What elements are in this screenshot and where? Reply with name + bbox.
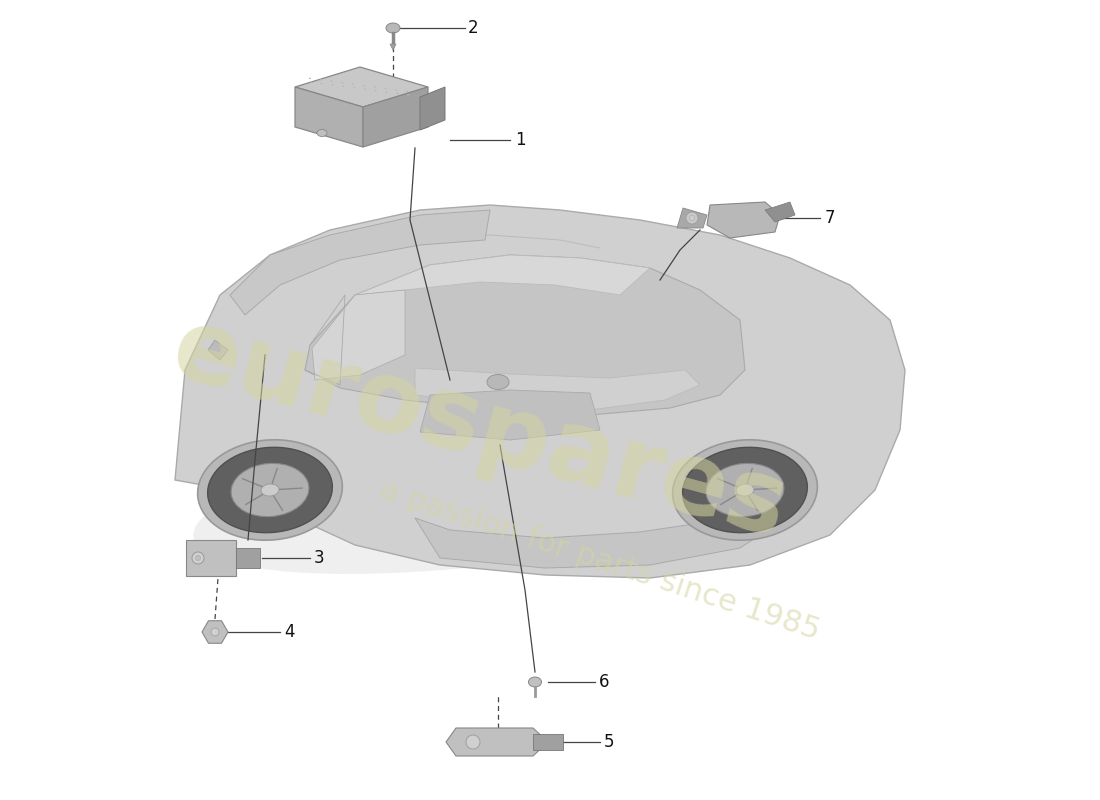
Text: eurospares: eurospares (162, 302, 798, 558)
Polygon shape (305, 255, 745, 415)
Ellipse shape (194, 406, 867, 574)
Polygon shape (230, 210, 490, 315)
Polygon shape (312, 290, 405, 380)
Ellipse shape (395, 89, 397, 90)
Polygon shape (420, 390, 600, 440)
Polygon shape (707, 202, 780, 238)
Polygon shape (415, 368, 700, 410)
Ellipse shape (396, 93, 398, 94)
Ellipse shape (342, 86, 344, 87)
Ellipse shape (686, 212, 698, 224)
Ellipse shape (683, 447, 807, 533)
Ellipse shape (466, 735, 480, 749)
Ellipse shape (309, 78, 311, 79)
Ellipse shape (706, 463, 784, 517)
Polygon shape (363, 87, 428, 147)
Polygon shape (202, 621, 228, 643)
Ellipse shape (192, 552, 204, 564)
Text: 5: 5 (604, 733, 615, 751)
Text: 2: 2 (468, 19, 478, 37)
Ellipse shape (320, 79, 321, 81)
Polygon shape (390, 44, 396, 50)
Ellipse shape (385, 88, 386, 90)
Polygon shape (534, 734, 563, 750)
Ellipse shape (386, 91, 387, 93)
Ellipse shape (208, 447, 332, 533)
Ellipse shape (317, 130, 327, 137)
Ellipse shape (330, 81, 332, 82)
Ellipse shape (341, 82, 343, 83)
Ellipse shape (528, 677, 541, 687)
Ellipse shape (352, 83, 354, 85)
Polygon shape (175, 205, 905, 578)
Polygon shape (208, 340, 228, 360)
Polygon shape (355, 255, 650, 295)
Ellipse shape (487, 374, 509, 390)
Polygon shape (186, 540, 236, 576)
Polygon shape (415, 518, 760, 568)
Text: a passion for parts since 1985: a passion for parts since 1985 (376, 475, 824, 645)
Text: 3: 3 (314, 549, 324, 567)
Text: 6: 6 (600, 673, 609, 691)
Ellipse shape (353, 87, 355, 89)
Ellipse shape (672, 440, 817, 540)
Ellipse shape (406, 90, 408, 92)
Polygon shape (295, 67, 428, 107)
Polygon shape (446, 728, 548, 756)
Polygon shape (236, 548, 260, 568)
Ellipse shape (231, 463, 309, 517)
Ellipse shape (690, 215, 694, 221)
Ellipse shape (261, 484, 279, 496)
Ellipse shape (196, 555, 200, 561)
Ellipse shape (364, 88, 366, 90)
Polygon shape (676, 208, 707, 228)
Ellipse shape (386, 23, 400, 33)
Polygon shape (764, 202, 795, 222)
Polygon shape (295, 87, 363, 147)
Ellipse shape (375, 90, 376, 91)
Ellipse shape (407, 94, 409, 96)
Ellipse shape (363, 85, 365, 86)
Ellipse shape (736, 484, 754, 496)
Ellipse shape (198, 440, 342, 540)
Ellipse shape (374, 86, 376, 88)
Polygon shape (420, 87, 446, 130)
Text: 7: 7 (825, 209, 836, 227)
Ellipse shape (211, 628, 219, 636)
Ellipse shape (331, 84, 333, 86)
Text: 1: 1 (515, 131, 526, 149)
Ellipse shape (321, 82, 322, 84)
Text: 4: 4 (284, 623, 295, 641)
Ellipse shape (310, 81, 312, 82)
